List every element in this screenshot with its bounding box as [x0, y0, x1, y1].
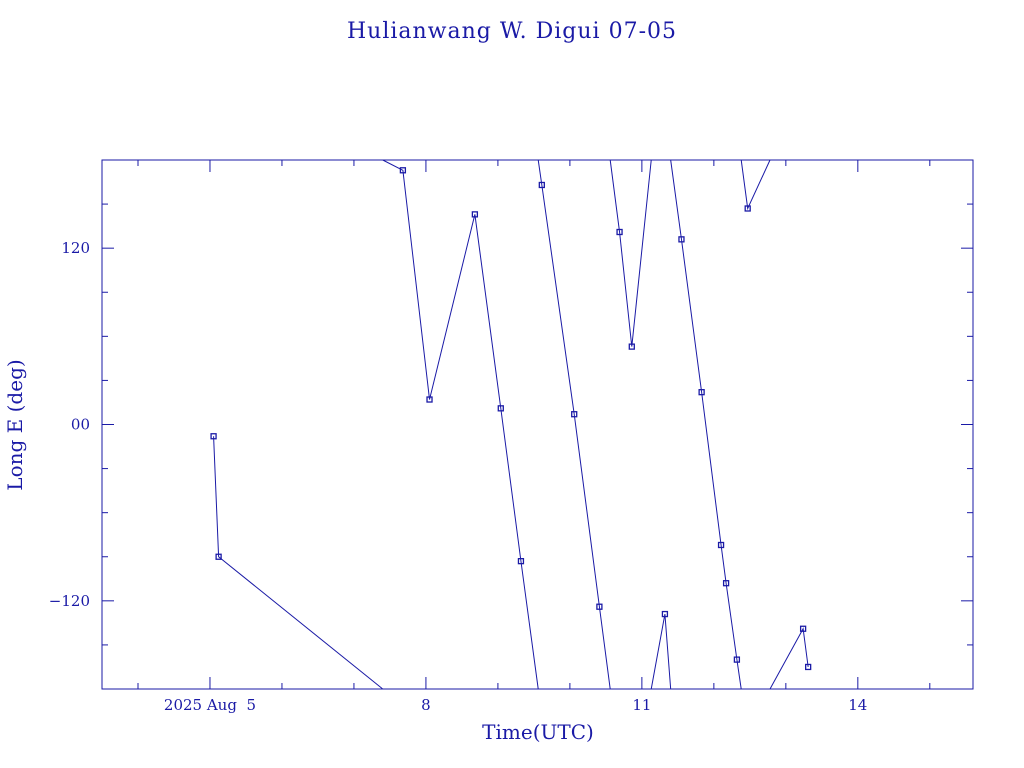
- chart-title: Hulianwang W. Digui 07-05: [347, 19, 677, 44]
- data-point: [678, 236, 685, 243]
- y-tick-label: −120: [49, 592, 90, 610]
- data-point: [399, 167, 407, 174]
- data-point: [517, 558, 525, 565]
- series-line: [382, 159, 539, 690]
- plot-frame: [101, 159, 974, 690]
- y-tick-label: 00: [71, 416, 90, 434]
- x-tick-label: 14: [848, 696, 867, 714]
- series-line: [670, 159, 742, 690]
- data-point: [628, 343, 635, 350]
- data-point: [571, 411, 578, 418]
- x-tick-label: 11: [632, 696, 651, 714]
- x-tick-label: 8: [421, 696, 431, 714]
- data-point: [596, 603, 603, 610]
- series-track: [210, 159, 812, 690]
- series-line: [537, 159, 611, 690]
- series-line: [769, 627, 809, 690]
- data-point: [799, 625, 807, 632]
- data-point: [661, 610, 669, 618]
- series-line: [609, 159, 652, 347]
- data-point: [733, 656, 741, 663]
- data-point: [538, 181, 545, 189]
- series-line: [213, 436, 384, 690]
- data-point: [426, 396, 433, 403]
- data-point: [698, 389, 705, 396]
- data-point: [215, 553, 222, 560]
- data-point: [497, 405, 504, 412]
- data-point: [805, 663, 812, 671]
- data-point: [744, 205, 751, 212]
- data-point: [210, 433, 217, 440]
- x-axis-label: Time(UTC): [482, 720, 594, 744]
- data-point: [717, 541, 725, 549]
- series-line: [740, 159, 771, 211]
- data-point: [471, 211, 479, 218]
- x-tick-label: 2025 Aug 5: [164, 696, 256, 714]
- axis-ticks: [102, 160, 973, 689]
- tick-labels: 2025 Aug 5 8 11 14 −120 00 120: [49, 239, 868, 714]
- series-line: [650, 613, 672, 690]
- data-point: [616, 228, 623, 236]
- data-point: [722, 580, 730, 587]
- y-tick-label: 120: [61, 239, 90, 257]
- y-axis-label: Long E (deg): [3, 359, 27, 490]
